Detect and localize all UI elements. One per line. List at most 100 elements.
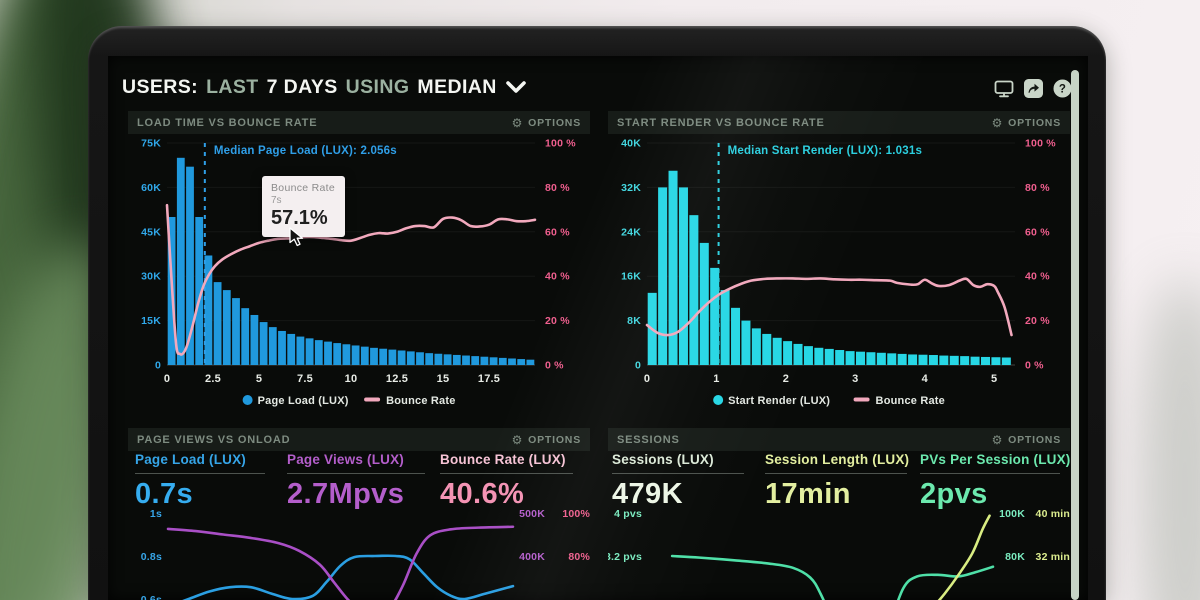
legend-dot [242, 395, 253, 405]
options-button[interactable]: ⚙ OPTIONS [512, 434, 581, 446]
svg-text:40 min: 40 min [1036, 508, 1070, 520]
histogram-bar [866, 352, 876, 365]
histogram-bar [370, 347, 378, 365]
metric-value: 2pvs [920, 478, 988, 510]
histogram-bar [793, 343, 803, 365]
options-button[interactable]: ⚙ OPTIONS [992, 434, 1061, 446]
options-button[interactable]: ⚙ OPTIONS [992, 117, 1061, 129]
histogram-bar [204, 255, 213, 365]
metric-underline [765, 473, 907, 474]
histogram-bar [908, 354, 918, 365]
svg-text:15K: 15K [141, 315, 161, 327]
histogram-bar [741, 320, 751, 365]
svg-text:75K: 75K [141, 138, 161, 150]
histogram-bar [342, 344, 351, 365]
load-time-histogram-chart[interactable]: 75K 60K 45K 30K 15K 0 100 % 80 % 60 % 40 % 20 % 0 %… [120, 134, 590, 416]
svg-text:0 %: 0 % [545, 360, 564, 372]
gear-icon: ⚙ [991, 115, 1004, 130]
histogram-bar [416, 352, 424, 365]
metric-sessions: Sessions (LUX) 479K [612, 452, 744, 511]
svg-text:Start Render (LUX): Start Render (LUX) [728, 395, 830, 407]
svg-text:3.2 pvs: 3.2 pvs [608, 551, 642, 563]
mini-line-series [166, 525, 515, 600]
histogram-bar [751, 328, 761, 365]
svg-text:5: 5 [991, 373, 997, 385]
svg-text:Median Page Load (LUX): 2.056s: Median Page Load (LUX): 2.056s [214, 145, 397, 157]
display-icon[interactable] [994, 80, 1014, 98]
metric-label: Bounce Rate (LUX) [440, 452, 566, 467]
svg-text:4 pvs: 4 pvs [614, 508, 642, 520]
metric-label: Page Load (LUX) [135, 452, 247, 467]
svg-text:400K: 400K [519, 551, 545, 563]
svg-text:60 %: 60 % [1025, 226, 1050, 238]
svg-text:32K: 32K [621, 182, 641, 194]
svg-text:17.5: 17.5 [478, 373, 500, 385]
options-label: OPTIONS [528, 116, 581, 129]
metric-label: PVs Per Session (LUX) [920, 452, 1071, 467]
panel-header-start-render: START RENDER VS BOUNCE RATE ⚙ OPTIONS [608, 111, 1070, 134]
scrollbar-thumb[interactable] [1071, 70, 1079, 600]
histogram-bar [762, 333, 772, 365]
svg-text:1s: 1s [150, 508, 162, 520]
histogram-bar [314, 340, 323, 365]
histogram-bar [222, 290, 231, 365]
title-days: 7 DAYS [266, 75, 338, 98]
histogram-bar [397, 350, 406, 365]
histogram-bar [824, 348, 834, 365]
options-label: OPTIONS [1008, 116, 1061, 129]
metric-value: 2.7Mpvs [287, 478, 405, 510]
svg-text:80K: 80K [1005, 551, 1025, 563]
histogram-bar [452, 354, 461, 365]
help-glyph: ? [1059, 84, 1066, 96]
histogram-bar [814, 347, 824, 365]
histogram-bar [980, 356, 990, 365]
svg-text:60K: 60K [141, 182, 161, 194]
histogram-bar [1001, 357, 1011, 365]
svg-text:40K: 40K [621, 138, 641, 150]
histogram-bar [498, 357, 507, 365]
svg-text:2: 2 [783, 373, 789, 385]
histogram-bar [720, 290, 730, 365]
metric-pvs-per-session: PVs Per Session (LUX) 2pvs [920, 452, 1071, 511]
histogram-bar [960, 356, 970, 365]
svg-text:30K: 30K [141, 271, 161, 283]
options-label: OPTIONS [528, 433, 581, 446]
options-button[interactable]: ⚙ OPTIONS [512, 117, 581, 129]
chevron-down-icon[interactable] [505, 80, 527, 94]
svg-text:20 %: 20 % [1025, 315, 1050, 327]
svg-text:45K: 45K [141, 226, 161, 238]
svg-text:4: 4 [922, 373, 929, 385]
title-using: USING [345, 75, 410, 98]
gear-icon: ⚙ [511, 115, 524, 130]
dashboard-title-dropdown[interactable]: USERS: LAST 7 DAYS USING MEDIAN [122, 74, 527, 100]
panel-header-sessions: SESSIONS ⚙ OPTIONS [608, 428, 1070, 451]
histogram-bar [425, 353, 434, 365]
svg-text:2.5: 2.5 [205, 373, 221, 385]
svg-text:0: 0 [644, 373, 650, 385]
histogram-bar [689, 215, 699, 365]
histogram-bar [517, 359, 526, 365]
histogram-bar [241, 308, 250, 365]
metric-underline [920, 473, 1060, 474]
svg-text:32 min: 32 min [1036, 551, 1070, 563]
svg-text:100%: 100% [562, 508, 590, 520]
histogram-bar [443, 354, 452, 365]
help-icon[interactable]: ? [1053, 79, 1072, 98]
start-render-histogram-chart[interactable]: 40K 32K 24K 16K 8K 0 100 % 80 % 60 % 40 % 20 % 0 % 0… [600, 134, 1070, 416]
histogram-bar [489, 357, 498, 365]
histogram-bar [783, 341, 793, 365]
tooltip-value: 57.1% [271, 207, 328, 229]
sessions-mini-chart[interactable]: 4 pvs 3.2 pvs 100K 40 min 80K 32 min [608, 503, 1070, 600]
share-icon[interactable] [1024, 79, 1043, 98]
histogram-bar [351, 345, 360, 365]
histogram-bar [970, 356, 980, 365]
metric-value: 17min [765, 478, 851, 510]
histogram-bar [803, 346, 813, 365]
tooltip-title: Bounce Rate [271, 182, 336, 194]
histogram-bar [939, 355, 949, 365]
svg-text:80 %: 80 % [545, 182, 570, 194]
panel-title: PAGE VIEWS VS ONLOAD [137, 433, 291, 446]
page-views-onload-mini-chart[interactable]: 1s 0.8s 0.6s 500K 100% 400K 80% [128, 503, 590, 600]
histogram-bar [658, 187, 668, 365]
metric-bounce-rate: Bounce Rate (LUX) 40.6% [440, 452, 573, 511]
